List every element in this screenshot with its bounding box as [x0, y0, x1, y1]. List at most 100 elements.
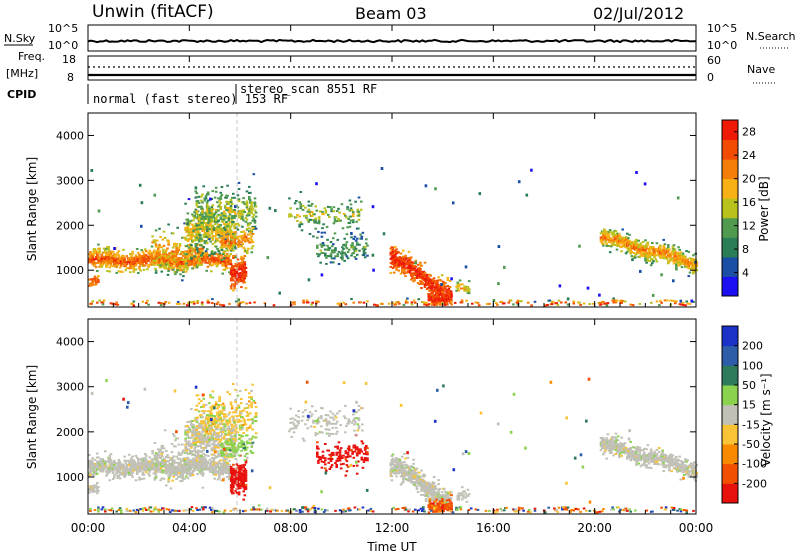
data-cell: [131, 253, 134, 255]
data-cell: [190, 408, 193, 410]
data-cell: [616, 243, 619, 245]
data-cell: [207, 460, 210, 462]
data-cell: [187, 229, 190, 231]
data-cell: [207, 422, 210, 424]
data-cell: [103, 248, 106, 250]
data-cell: [450, 304, 453, 306]
data-cell: [215, 187, 218, 189]
data-cell: [173, 255, 176, 257]
data-cell: [242, 201, 245, 203]
data-cell: [97, 281, 100, 283]
data-cell: [578, 302, 581, 304]
data-cell: [121, 271, 124, 273]
data-cell: [182, 470, 185, 472]
data-cell: [196, 233, 199, 235]
data-cell: [179, 462, 182, 464]
header-date: 02/Jul/2012: [593, 4, 684, 23]
data-cell: [187, 435, 190, 437]
data-cell: [96, 469, 99, 471]
data-cell: [172, 476, 175, 478]
data-cell: [350, 232, 353, 235]
data-cell: [298, 201, 301, 203]
data-cell: [253, 173, 256, 175]
data-cell: [215, 468, 218, 470]
data-cell: [649, 260, 652, 262]
data-cell: [197, 433, 200, 435]
data-cell: [300, 221, 303, 223]
data-cell: [274, 209, 277, 212]
data-cell: [187, 256, 190, 258]
data-cell: [217, 455, 220, 457]
data-cell: [655, 258, 658, 260]
data-cell: [608, 233, 611, 235]
data-cell: [161, 453, 164, 455]
data-cell: [249, 427, 252, 429]
data-cell: [395, 248, 398, 250]
data-cell: [128, 474, 131, 476]
data-cell: [221, 212, 224, 214]
data-cell: [138, 266, 141, 268]
data-cell: [218, 477, 221, 479]
data-cell: [667, 246, 670, 248]
data-cell: [520, 300, 523, 302]
data-cell: [212, 243, 215, 245]
data-cell: [278, 292, 281, 295]
data-cell: [388, 303, 391, 305]
data-cell: [415, 266, 418, 268]
data-cell: [201, 410, 204, 412]
data-cell: [181, 444, 184, 446]
data-cell: [223, 211, 226, 213]
data-cell: [183, 303, 186, 305]
data-cell: [120, 472, 123, 474]
data-cell: [457, 284, 460, 286]
data-cell: [216, 228, 219, 230]
data-cell: [238, 419, 241, 421]
data-cell: [216, 215, 219, 217]
data-cell: [131, 265, 134, 267]
data-cell: [91, 169, 94, 172]
data-cell: [324, 232, 327, 234]
data-cell: [444, 304, 447, 306]
data-cell: [222, 230, 225, 232]
data-cell: [600, 304, 603, 306]
data-cell: [91, 474, 94, 476]
data-cell: [327, 214, 330, 216]
data-cell: [189, 222, 192, 224]
data-cell: [142, 472, 145, 474]
data-cell: [176, 472, 179, 474]
data-cell: [220, 404, 223, 406]
cpid-label: CPID: [7, 88, 36, 101]
data-cell: [122, 464, 125, 466]
data-cell: [682, 304, 685, 306]
data-cell: [173, 243, 176, 245]
data-cell: [193, 255, 196, 257]
data-cell: [330, 208, 333, 210]
data-cell: [339, 220, 342, 222]
data-cell: [424, 262, 427, 264]
data-cell: [251, 208, 254, 210]
data-cell: [244, 494, 247, 496]
data-cell: [337, 208, 340, 210]
data-cell: [233, 217, 236, 219]
data-cell: [222, 242, 225, 244]
data-cell: [220, 439, 223, 441]
data-cell: [672, 300, 675, 302]
data-cell: [172, 232, 175, 234]
data-cell: [130, 460, 133, 462]
data-cell: [230, 201, 233, 203]
data-cell: [317, 255, 320, 257]
data-cell: [196, 243, 199, 245]
data-cell: [147, 260, 150, 262]
data-cell: [436, 282, 439, 284]
nave-tick-top: 60: [707, 54, 721, 67]
data-cell: [143, 474, 146, 476]
data-cell: [242, 301, 245, 303]
data-cell: [208, 234, 211, 236]
data-cell: [159, 264, 162, 266]
data-cell: [333, 210, 336, 212]
data-cell: [131, 456, 134, 458]
data-cell: [323, 244, 326, 246]
data-cell: [151, 241, 154, 243]
data-cell: [212, 429, 215, 431]
